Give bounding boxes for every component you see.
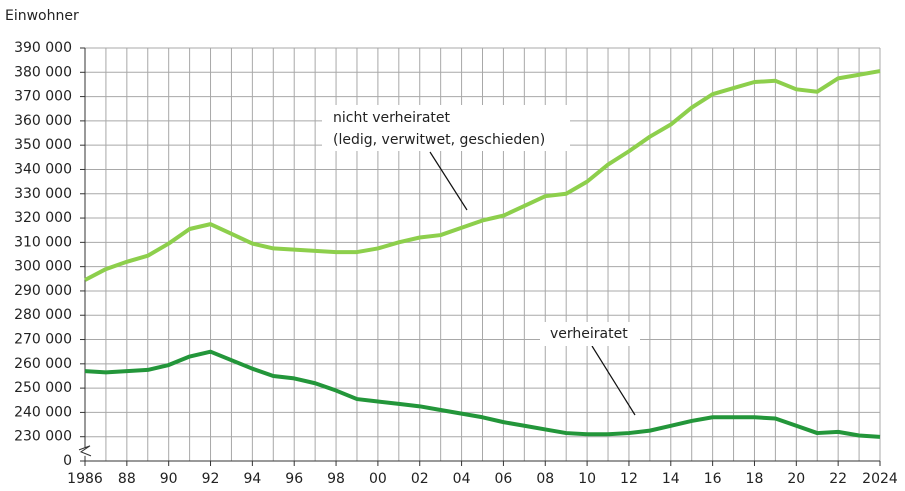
y-tick-label: 380 000 [14, 64, 72, 80]
axis-break-gap [79, 447, 91, 456]
x-tick-label: 88 [118, 471, 136, 487]
x-tick-label: 16 [704, 471, 722, 487]
y-tick-label: 300 000 [14, 259, 72, 275]
y-tick-label: 250 000 [14, 380, 72, 396]
x-tick-label: 22 [829, 471, 847, 487]
y-tick-label: 360 000 [14, 113, 72, 129]
y-tick-label: 320 000 [14, 210, 72, 226]
label-box [540, 322, 640, 346]
x-tick-label: 18 [746, 471, 764, 487]
x-tick-label: 00 [369, 471, 387, 487]
x-tick-label: 92 [202, 471, 220, 487]
x-tick-label: 06 [495, 471, 513, 487]
data-line [84, 69, 881, 282]
x-tick-label: 04 [453, 471, 471, 487]
axis-break [78, 445, 92, 457]
leader-line [429, 151, 468, 211]
x-tick-label: 96 [285, 471, 303, 487]
x-tick-label: 98 [327, 471, 345, 487]
y-tick-label: 340 000 [14, 161, 72, 177]
y-tick-label: 260 000 [14, 356, 72, 372]
y-tick-label: 370 000 [14, 89, 72, 105]
x-tick-label: 02 [411, 471, 429, 487]
data-line [84, 349, 881, 439]
y-tick-label: 280 000 [14, 307, 72, 323]
x-tick-label: 12 [620, 471, 638, 487]
y-tick-label: 390 000 [14, 40, 72, 56]
y-tick-label: 230 000 [14, 429, 72, 445]
series-label: nicht verheiratet [333, 110, 450, 126]
x-tick-label: 14 [662, 471, 680, 487]
y-tick-label: 0 [63, 453, 72, 469]
x-tick-label: 20 [787, 471, 805, 487]
y-tick-label: 350 000 [14, 137, 72, 153]
series-label-note: (ledig, verwitwet, geschieden) [333, 132, 545, 148]
x-tick-label: 08 [536, 471, 554, 487]
label-box [322, 105, 570, 151]
x-tick-label: 10 [578, 471, 596, 487]
y-tick-label: 240 000 [14, 404, 72, 420]
x-tick-label: 2024 [862, 471, 898, 487]
y-tick-label: 330 000 [14, 186, 72, 202]
y-tick-label: 310 000 [14, 234, 72, 250]
y-axis-label: Einwohner [5, 8, 79, 24]
x-tick-label: 1986 [67, 471, 103, 487]
series-label: verheiratet [550, 326, 628, 342]
x-tick-label: 90 [160, 471, 178, 487]
leader-line [591, 345, 636, 416]
y-tick-label: 290 000 [14, 283, 72, 299]
x-tick-label: 94 [243, 471, 261, 487]
y-tick-label: 270 000 [14, 332, 72, 348]
